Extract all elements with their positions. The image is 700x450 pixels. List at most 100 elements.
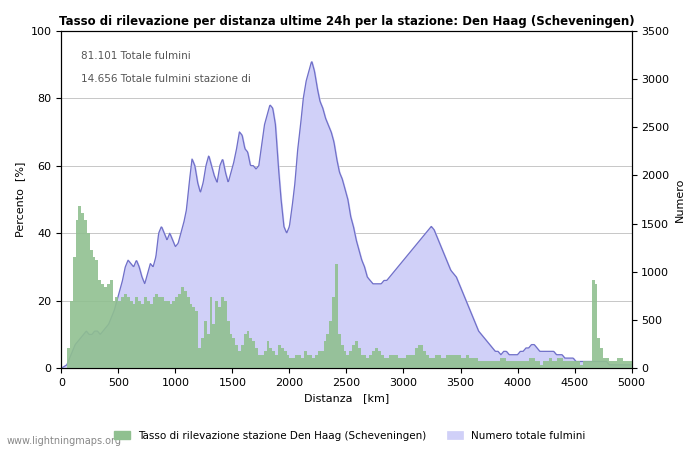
Bar xyxy=(426,355,429,368)
Bar xyxy=(332,297,335,368)
Bar xyxy=(415,348,418,368)
Bar xyxy=(410,355,412,368)
Bar xyxy=(172,301,175,368)
Bar xyxy=(398,358,400,368)
Bar xyxy=(403,358,406,368)
Bar xyxy=(258,355,261,368)
Bar xyxy=(606,358,609,368)
Bar xyxy=(455,355,458,368)
Bar xyxy=(127,297,130,368)
Bar xyxy=(360,355,363,368)
Bar xyxy=(167,301,169,368)
Bar xyxy=(492,361,495,368)
Bar xyxy=(204,321,206,368)
Bar xyxy=(509,361,512,368)
Bar xyxy=(386,358,389,368)
Bar xyxy=(526,361,529,368)
Bar xyxy=(381,355,384,368)
Bar xyxy=(73,257,76,368)
Bar xyxy=(329,321,332,368)
Bar xyxy=(406,355,410,368)
Bar xyxy=(375,348,378,368)
Bar xyxy=(193,307,195,368)
Bar xyxy=(90,250,92,368)
Text: 14.656 Totale fulmini stazione di: 14.656 Totale fulmini stazione di xyxy=(81,74,251,85)
Bar xyxy=(400,358,403,368)
Bar xyxy=(435,355,438,368)
Bar xyxy=(495,361,498,368)
Bar xyxy=(118,301,121,368)
Bar xyxy=(212,324,216,368)
Bar xyxy=(153,297,155,368)
Y-axis label: Numero: Numero xyxy=(675,177,685,221)
Bar xyxy=(617,358,620,368)
Bar xyxy=(517,361,520,368)
Bar xyxy=(583,361,586,368)
Bar xyxy=(181,287,184,368)
Bar xyxy=(372,351,375,368)
X-axis label: Distanza   [km]: Distanza [km] xyxy=(304,393,389,404)
Bar xyxy=(523,361,526,368)
Bar xyxy=(592,280,594,368)
Bar xyxy=(346,355,349,368)
Bar xyxy=(321,351,323,368)
Bar xyxy=(603,358,606,368)
Bar xyxy=(256,348,258,368)
Bar xyxy=(532,358,535,368)
Bar xyxy=(116,297,118,368)
Bar xyxy=(498,361,500,368)
Bar xyxy=(92,257,95,368)
Bar xyxy=(395,355,398,368)
Bar xyxy=(469,358,472,368)
Bar xyxy=(586,361,589,368)
Bar xyxy=(67,348,70,368)
Bar xyxy=(529,358,532,368)
Bar xyxy=(81,213,84,368)
Bar xyxy=(164,301,167,368)
Bar xyxy=(135,297,139,368)
Bar xyxy=(412,355,415,368)
Bar xyxy=(589,361,591,368)
Bar xyxy=(480,361,483,368)
Bar xyxy=(301,358,304,368)
Bar xyxy=(264,351,267,368)
Bar xyxy=(443,358,446,368)
Bar xyxy=(355,341,358,368)
Bar xyxy=(358,348,360,368)
Bar xyxy=(87,233,90,368)
Bar xyxy=(107,284,110,368)
Bar xyxy=(295,355,298,368)
Bar xyxy=(452,355,455,368)
Bar xyxy=(580,365,583,368)
Bar xyxy=(252,341,256,368)
Bar xyxy=(121,297,124,368)
Bar xyxy=(449,355,452,368)
Bar xyxy=(175,297,178,368)
Bar xyxy=(84,220,87,368)
Bar xyxy=(110,280,113,368)
Bar xyxy=(78,206,81,368)
Legend: Tasso di rilevazione stazione Den Haag (Scheveningen), Numero totale fulmini: Tasso di rilevazione stazione Den Haag (… xyxy=(110,427,590,445)
Bar xyxy=(124,294,127,368)
Bar xyxy=(278,345,281,368)
Bar xyxy=(304,351,307,368)
Bar xyxy=(594,284,597,368)
Bar xyxy=(569,361,572,368)
Bar xyxy=(246,331,249,368)
Bar xyxy=(95,260,98,368)
Bar xyxy=(623,361,626,368)
Bar xyxy=(424,351,426,368)
Bar xyxy=(463,358,466,368)
Bar xyxy=(538,361,540,368)
Bar xyxy=(318,351,321,368)
Bar xyxy=(155,294,158,368)
Bar xyxy=(620,358,623,368)
Bar xyxy=(158,297,161,368)
Bar xyxy=(244,334,246,368)
Bar xyxy=(543,361,546,368)
Text: 81.101 Totale fulmini: 81.101 Totale fulmini xyxy=(81,51,191,61)
Bar xyxy=(609,361,612,368)
Bar xyxy=(503,358,506,368)
Bar xyxy=(187,297,190,368)
Bar xyxy=(102,284,104,368)
